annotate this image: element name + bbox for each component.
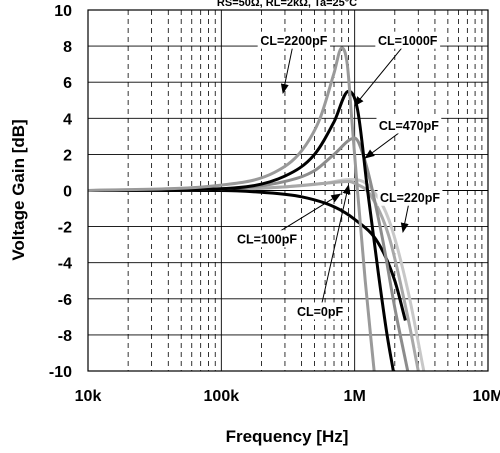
series-line-cl-2200pf <box>88 46 376 371</box>
x-tick-label: 10M <box>472 388 500 405</box>
annotation-label-box <box>257 31 331 49</box>
y-tick-label: -4 <box>58 256 72 273</box>
x-tick-label: 10k <box>75 388 102 405</box>
annotation-label-box <box>234 230 300 248</box>
x-tick-label: 100k <box>204 388 240 405</box>
annotation-label: CL=0pF <box>297 305 344 319</box>
y-tick-label: -10 <box>49 364 72 381</box>
annotation-arrow <box>280 40 295 95</box>
chart-subtitle: RS=50Ω, RL=2kΩ, Ta=25°C <box>217 0 357 9</box>
annotation-layer: CL=2200pF CL=1000F CL=470pF CL=220pF CL=100p… <box>234 31 443 320</box>
plot-frame <box>87 9 489 372</box>
annotation-label-box <box>295 302 345 320</box>
y-tick-label: 6 <box>63 75 72 92</box>
series-layer <box>88 46 426 371</box>
annotation-label-box <box>376 116 442 134</box>
series-line-cl-220pf <box>88 188 407 321</box>
y-tick-label: 8 <box>63 39 72 56</box>
annotation-label-box <box>375 31 441 49</box>
annotation-label: CL=100pF <box>237 233 297 247</box>
x-tick-label: 1M <box>344 388 366 405</box>
annotation-label: CL=470pF <box>379 119 439 133</box>
tick-labels: 10k 100k 1M 10M 10 8 6 4 2 0 -2 -4 -6 -8 -10 <box>49 3 500 405</box>
annotation-label: CL=220pF <box>380 191 440 205</box>
annotation-label: CL=2200pF <box>260 34 327 48</box>
annotation-label: CL=1000F <box>378 34 438 48</box>
y-tick-label: -6 <box>58 292 72 309</box>
y-tick-label: -2 <box>58 220 72 237</box>
y-axis-title: Voltage Gain [dB] <box>9 119 28 260</box>
y-tick-label: 10 <box>54 3 72 20</box>
y-tick-label: 4 <box>63 111 72 128</box>
x-axis-title: Frequency [Hz] <box>226 427 349 446</box>
y-tick-label: 2 <box>63 147 72 164</box>
annotation-arrow <box>354 40 409 107</box>
annotation-label-box <box>377 188 443 206</box>
y-tick-label: -8 <box>58 328 72 345</box>
annotation-arrow <box>319 184 351 312</box>
y-tick-label: 0 <box>63 184 72 201</box>
